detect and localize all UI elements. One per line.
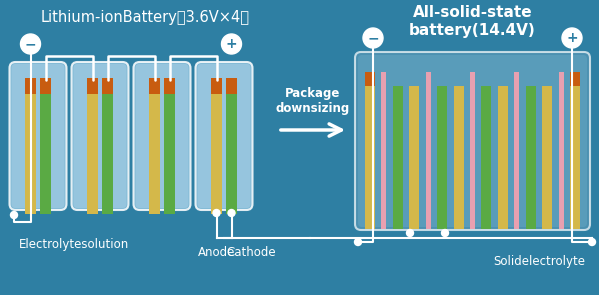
Bar [393,86,403,229]
Bar [40,78,51,94]
Text: Cathode: Cathode [226,246,276,259]
Bar [102,78,113,94]
Bar [570,72,580,86]
Text: Anode: Anode [198,246,235,259]
Text: Electrolytesolution: Electrolytesolution [19,238,129,251]
Bar [542,86,552,229]
Bar [164,78,175,94]
Text: Package
downsizing: Package downsizing [276,87,350,115]
Bar [149,78,160,94]
Circle shape [363,28,383,48]
Circle shape [441,230,449,237]
FancyBboxPatch shape [358,55,587,227]
FancyBboxPatch shape [198,64,250,208]
Bar [40,94,51,214]
Bar [211,94,222,214]
Text: Lithium-ionBattery〈3.6V×4〉: Lithium-ionBattery〈3.6V×4〉 [41,10,250,25]
Bar [164,94,175,214]
Bar [211,78,222,94]
Bar [482,86,491,229]
Bar [437,86,447,229]
Text: All-solid-state
battery(14.4V): All-solid-state battery(14.4V) [409,5,536,38]
Text: +: + [226,37,237,52]
FancyBboxPatch shape [355,52,590,230]
Bar [25,78,36,94]
FancyBboxPatch shape [195,62,253,210]
FancyBboxPatch shape [135,64,189,208]
Text: −: − [25,37,37,52]
Bar [515,72,519,229]
Bar [498,86,508,229]
FancyBboxPatch shape [74,64,126,208]
Bar [226,94,237,214]
Circle shape [355,238,362,245]
Bar [526,86,536,229]
Bar [453,86,464,229]
Circle shape [562,28,582,48]
Circle shape [213,209,220,217]
Bar [25,94,36,214]
Circle shape [228,209,235,217]
Bar [559,72,564,229]
Bar [426,72,431,229]
FancyBboxPatch shape [11,64,65,208]
Bar [87,78,98,94]
Circle shape [407,230,413,237]
Circle shape [20,34,41,54]
Text: Solidelectrolyte: Solidelectrolyte [493,255,585,268]
FancyBboxPatch shape [134,62,190,210]
FancyBboxPatch shape [71,62,129,210]
Bar [382,72,386,229]
Text: −: − [367,32,379,45]
Bar [365,72,375,86]
Bar [149,94,160,214]
FancyBboxPatch shape [10,62,66,210]
Bar [365,86,375,229]
Bar [102,94,113,214]
Bar [570,86,580,229]
Circle shape [11,212,17,219]
Circle shape [222,34,241,54]
Text: +: + [566,32,578,45]
Bar [470,72,475,229]
Bar [226,78,237,94]
Bar [87,94,98,214]
Circle shape [588,238,595,245]
Bar [409,86,419,229]
